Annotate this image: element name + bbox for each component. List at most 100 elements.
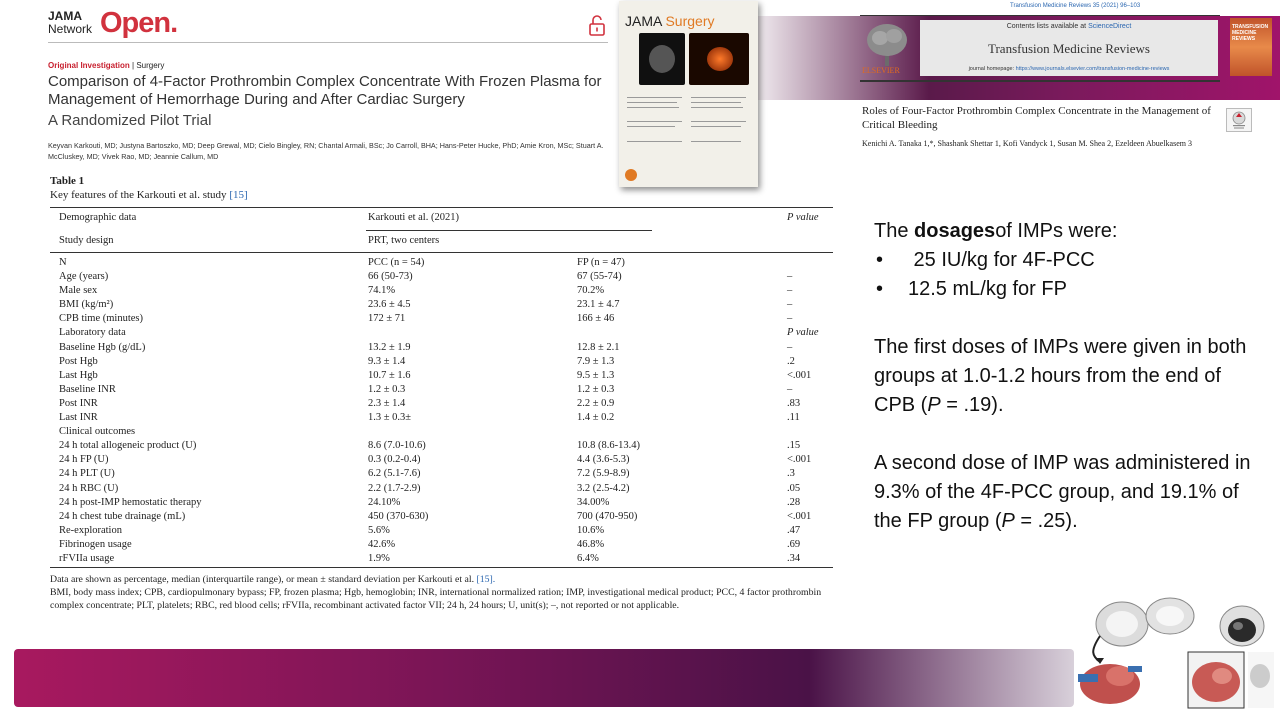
table-cell-c1: 1.2 ± 0.3 [368,383,406,395]
article-section: Surgery [136,61,165,70]
table-cell-c3: .2 [787,355,795,367]
article-type: Original Investigation | Surgery [48,61,164,70]
table-cell-c2: 12.8 ± 2.1 [577,341,620,353]
table-cell-c3: – [787,341,793,353]
cover-text-line [627,121,682,122]
table-row: 24 h chest tube drainage (mL) 450 (370-63… [50,510,833,524]
table-row: Re-exploration 5.6% 10.6% .47 [50,524,833,538]
table-caption: Table 1 [50,175,85,187]
bottom-gradient-band [14,649,1074,707]
cover-text-line [627,97,682,98]
table-cell-c2: 9.5 ± 1.3 [577,369,615,381]
sciencedirect-link[interactable]: ScienceDirect [1088,23,1132,30]
table-subcaption-text: Key features of the Karkouti et al. stud… [50,189,227,201]
cover-pet-image [689,33,749,85]
table-header-study: Karkouti et al. (2021) [368,212,459,223]
table-row: Post Hgb 9.3 ± 1.4 7.9 ± 1.3 .2 [50,355,833,369]
table-cell-c0: Clinical outcomes [59,426,136,438]
cover-title: JAMA Surgery [625,13,715,29]
tmr-contents-prefix: Contents lists available at [1006,23,1087,30]
table-cell-c1: 8.6 (7.0-10.6) [368,440,426,452]
table-top-rule [50,207,833,208]
table-cell-c2: 6.4% [577,552,599,564]
table-footnote-ref[interactable]: [15]. [476,574,496,585]
first-dose-p: P [927,394,941,416]
table-cell-c3: – [787,313,793,325]
tmr-journal-title: Transfusion Medicine Reviews [987,41,1150,56]
jama-article-title: Comparison of 4-Factor Prothrombin Compl… [48,73,602,108]
table-cell-c2: 1.4 ± 0.2 [577,412,615,424]
table-cell-c0: 24 h chest tube drainage (mL) [59,510,186,522]
table-cell-c2: 2.2 ± 0.9 [577,397,615,409]
second-dose-text: A second dose of IMP was administered in… [874,452,1251,532]
table-header-pvalue: P value [787,212,819,223]
table-row: Post INR 2.3 ± 1.4 2.2 ± 0.9 .83 [50,397,833,411]
table-cell-c1: 42.6% [368,538,396,550]
cover-text-line [691,141,741,142]
first-dose-text: The first doses of IMPs were given in bo… [874,336,1247,416]
table-row: Laboratory data P value [50,326,833,340]
check-for-updates-icon[interactable] [1226,108,1252,132]
table-footnote-abbreviations: BMI, body mass index; CPB, cardiopulmona… [50,587,822,612]
table-footnote: Data are shown as percentage, median (in… [50,573,835,613]
cover-logo-icon [625,169,637,181]
table-cell-c3: .11 [787,412,800,424]
tmr-journal-cover [1230,18,1272,76]
tmr-header-box [860,15,1220,82]
open-access-lock-icon [589,15,605,36]
table-cell-c2: 34.00% [577,496,610,508]
table-bottom-rule [50,567,833,568]
table-cell-c2: 10.8 (8.6-13.4) [577,440,640,452]
table-row: 24 h post-IMP hemostatic therapy 24.10% 34… [50,496,833,510]
second-dose-p: P [1001,510,1015,532]
table-header-demographic: Demographic data [59,212,137,223]
dosage-intro: The dosagesof IMPs were: [874,217,1254,246]
cover-text-line [691,97,746,98]
table-cell-c3: .34 [787,552,801,564]
table-cell-c2: 46.8% [577,538,605,550]
bullet-icon: • [876,278,884,300]
table-cell-c0: Age (years) [59,271,109,283]
table-cell-c3: .83 [787,397,801,409]
table-cell-c0: Last Hgb [59,369,98,381]
table-cell-c0: BMI (kg/m²) [59,299,114,311]
table-cell-c2: 166 ± 46 [577,313,615,325]
table-cell-c1: 450 (370-630) [368,510,429,522]
table-cell-c1: 172 ± 71 [368,313,406,325]
table-cell-c0: Laboratory data [59,327,126,339]
jama-surgery-cover: JAMA Surgery [619,1,758,187]
table-cell-c1: 23.6 ± 4.5 [368,299,411,311]
table-cell-c0: 24 h post-IMP hemostatic therapy [59,496,202,508]
slide-notes: The dosagesof IMPs were: • 25 IU/kg for … [874,217,1254,536]
table-cell-c2: 3.2 (2.5-4.2) [577,482,630,494]
table-row: 24 h total allogeneic product (U) 8.6 (7.… [50,439,833,453]
table-subcaption-ref[interactable]: [15] [229,189,248,201]
article-type-separator: | [132,61,137,70]
cover-text-line [627,102,677,103]
elsevier-tree-icon [867,24,907,66]
table-cell-c2: 10.6% [577,524,605,536]
table-cell-c2: 4.4 (3.6-5.3) [577,454,630,466]
article-type-label: Original Investigation [48,61,130,70]
table-row: 24 h FP (U) 0.3 (0.2-0.4) 4.4 (3.6-5.3) <.0… [50,453,833,467]
dosage-intro-post: of IMPs were: [995,220,1118,242]
table-row: Male sex 74.1% 70.2% – [50,284,833,298]
table-cell-c0: Post INR [59,397,98,409]
table-cell-c3: .69 [787,538,801,550]
table-cell-c3: – [787,271,793,283]
dosage-bullet-fp-text: 12.5 mL/kg for FP [908,278,1067,300]
table-cell-c1: 6.2 (5.1-7.6) [368,468,421,480]
table-row: N PCC (n = 54) FP (n = 47) [50,256,833,270]
table-cell-c0: 24 h PLT (U) [59,468,115,480]
table-cell-c1: 13.2 ± 1.9 [368,341,411,353]
table-row: 24 h RBC (U) 2.2 (1.7-2.9) 3.2 (2.5-4.2) .0… [50,482,833,496]
table-cell-c0: 24 h total allogeneic product (U) [59,440,197,452]
tmr-citation: Transfusion Medicine Reviews 35 (2021) 9… [1010,3,1141,9]
table-cell-c0: CPB time (minutes) [59,313,143,325]
second-dose-p-value: = .25). [1014,510,1078,532]
table-cell-c3: <.001 [787,369,812,381]
cover-text-line [627,126,675,127]
table-cell-c0: 24 h FP (U) [59,454,109,466]
table-cell-c2: 67 (55-74) [577,271,622,283]
tmr-homepage-link[interactable]: https://www.journals.elsevier.com/transf… [1015,66,1170,72]
